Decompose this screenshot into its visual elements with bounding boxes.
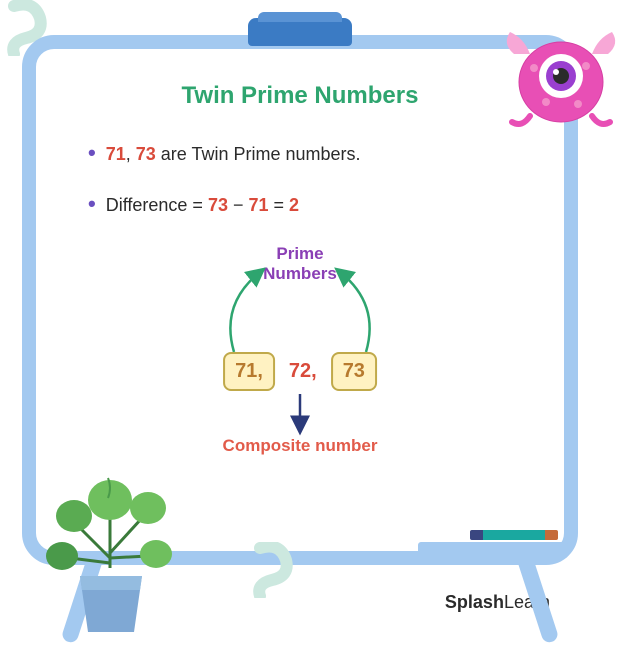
number-diagram: Prime Numbers 71, 72, 73 Composite numbe… [160, 244, 440, 464]
box-71: 71, [223, 352, 275, 391]
difference-label: Difference [106, 195, 188, 215]
plant-decoration-icon [30, 458, 190, 638]
box-73: 73 [331, 352, 377, 391]
decorative-squiggle-bottom [250, 542, 296, 598]
board-clip [248, 18, 352, 46]
pen-tray [418, 542, 568, 558]
bullet-list: • 71, 73 are Twin Prime numbers. • Diffe… [88, 142, 540, 216]
number-row: 71, 72, 73 [223, 352, 377, 391]
separator: , [126, 144, 136, 164]
pen-icon [470, 530, 558, 540]
prime-73: 73 [136, 144, 156, 164]
monster-mascot-icon [502, 24, 620, 134]
minus-sign: − [228, 195, 249, 215]
prime-71: 71 [106, 144, 126, 164]
minuend-73: 73 [208, 195, 228, 215]
subtrahend-71: 71 [248, 195, 268, 215]
bullet-twin-primes: • 71, 73 are Twin Prime numbers. [88, 142, 540, 165]
bullet-dot-icon: • [88, 142, 96, 164]
bullet-dot-icon: • [88, 193, 96, 215]
brand-bold: Splash [445, 592, 504, 612]
prime-numbers-label: Prime Numbers [263, 244, 337, 285]
twin-prime-text: are Twin Prime numbers. [156, 144, 361, 164]
board-content: Twin Prime Numbers • 71, 73 are Twin Pri… [60, 82, 540, 464]
equals: = [269, 195, 290, 215]
page-title: Twin Prime Numbers [60, 82, 540, 110]
result-2: 2 [289, 195, 299, 215]
equals: = [187, 195, 208, 215]
composite-72: 72, [289, 360, 317, 383]
composite-number-label: Composite number [223, 436, 378, 456]
bullet-difference: • Difference = 73 − 71 = 2 [88, 193, 540, 216]
